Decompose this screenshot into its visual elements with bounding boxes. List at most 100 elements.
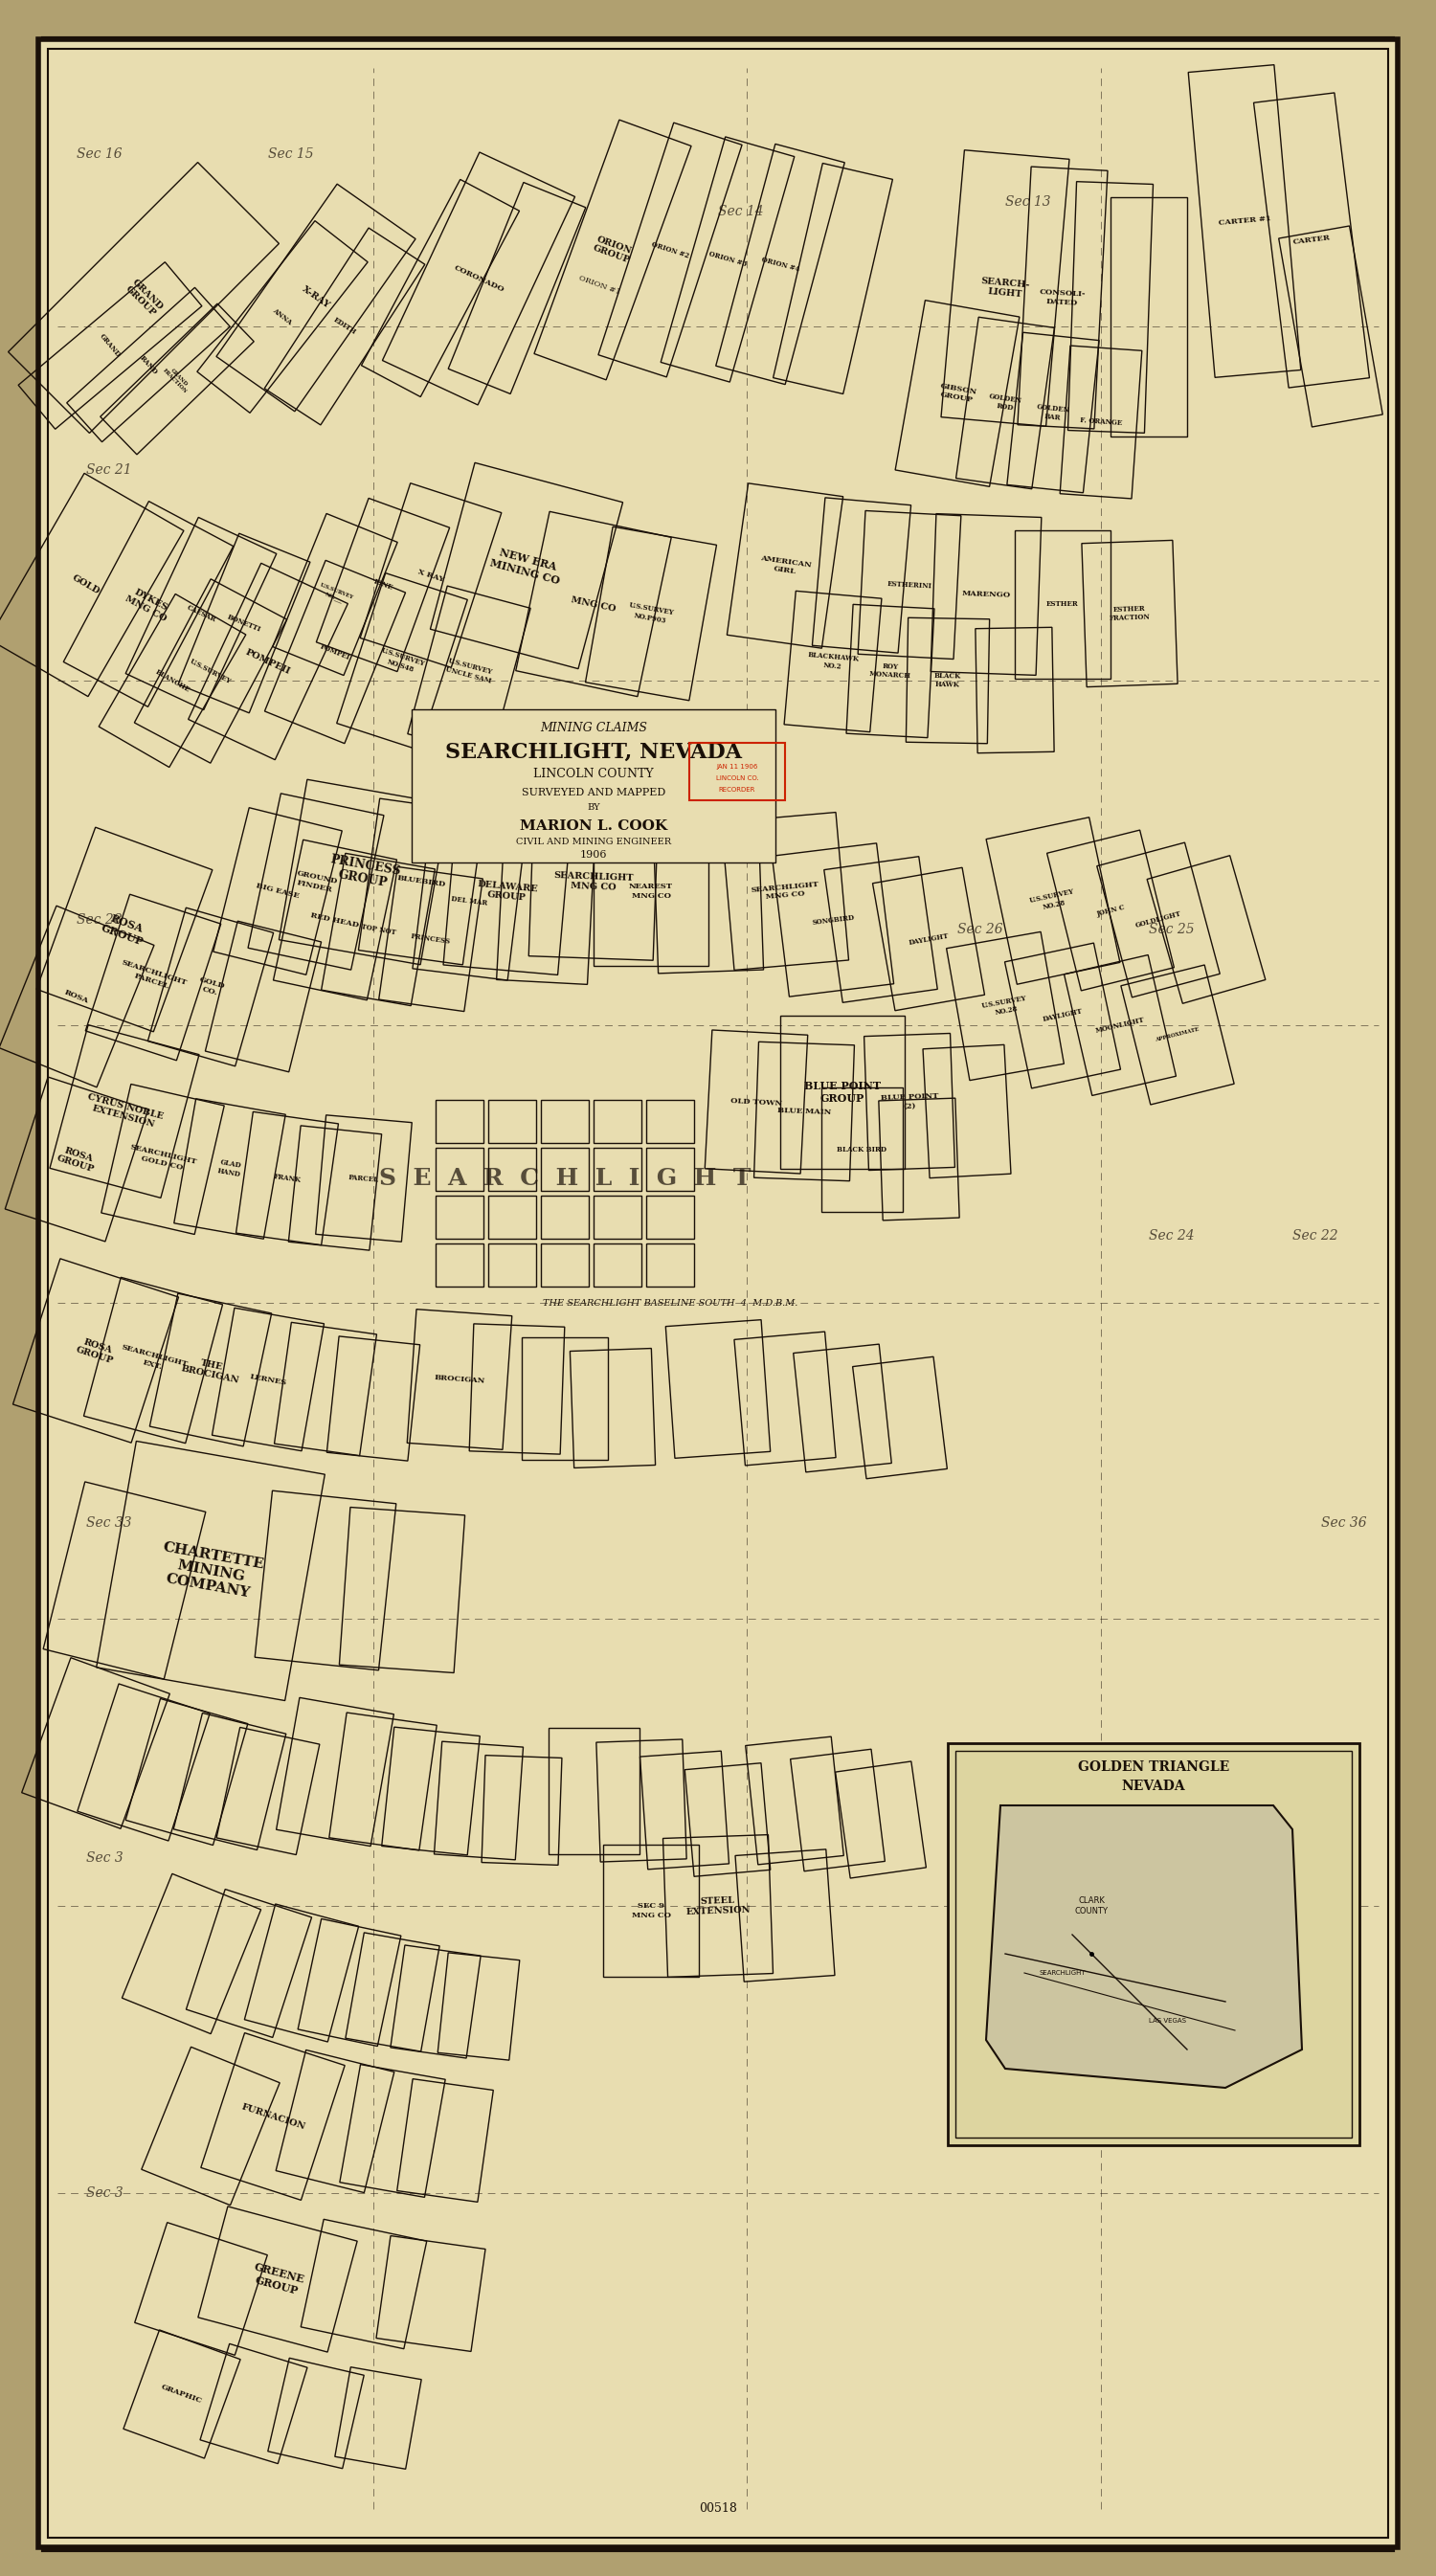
Text: SEARCHLIGHT, NEVADA: SEARCHLIGHT, NEVADA (445, 742, 742, 762)
Text: ROY
MONARCH: ROY MONARCH (869, 662, 912, 680)
Text: LAS VEGAS: LAS VEGAS (1149, 2017, 1186, 2025)
Text: MOONLIGHT: MOONLIGHT (1094, 1015, 1146, 1036)
Text: DYKES
MNG CO: DYKES MNG CO (123, 585, 172, 623)
Text: AMERICAN
GIRL: AMERICAN GIRL (758, 554, 811, 577)
Text: SEARCHLIGHT
EXT.: SEARCHLIGHT EXT. (118, 1345, 188, 1378)
Text: ORION
GROUP: ORION GROUP (592, 234, 635, 265)
Text: THE
BROCIGAN: THE BROCIGAN (180, 1355, 241, 1386)
Text: MARENGO: MARENGO (962, 590, 1011, 600)
Text: ROSA
GROUP: ROSA GROUP (75, 1337, 118, 1365)
Text: Sec 3: Sec 3 (86, 1852, 123, 1865)
Text: SEC 9
MNG CO: SEC 9 MNG CO (632, 1904, 671, 1919)
Text: MARION L. COOK: MARION L. COOK (520, 819, 668, 832)
Text: CARTER: CARTER (1292, 234, 1331, 247)
Text: DEL MAR: DEL MAR (451, 894, 488, 907)
Text: SEARCHLIGHT
GOLD CO: SEARCHLIGHT GOLD CO (128, 1144, 198, 1175)
Text: PARCEL: PARCEL (348, 1172, 379, 1182)
Text: SEARCHLIGHT
MNG CO: SEARCHLIGHT MNG CO (553, 871, 633, 891)
Bar (955, 1752, 1351, 2138)
Text: S  E  A  R  C  H  L  I  G  H  T: S E A R C H L I G H T (379, 1167, 751, 1190)
Text: BLACK
HAWK: BLACK HAWK (935, 672, 961, 690)
Text: U.S.SURVEY
NO.___: U.S.SURVEY NO.___ (316, 582, 353, 605)
Text: RAND: RAND (138, 353, 159, 376)
Text: THE SEARCHLIGHT BASELINE SOUTH  4  M.D.B.M.: THE SEARCHLIGHT BASELINE SOUTH 4 M.D.B.M… (543, 1298, 797, 1306)
Text: BONETTI: BONETTI (225, 613, 263, 634)
Text: GOLDLIGHT: GOLDLIGHT (1134, 909, 1182, 930)
Text: Sec 21: Sec 21 (86, 464, 132, 477)
Text: LINCOLN CO.: LINCOLN CO. (715, 775, 758, 781)
Text: CIVIL AND MINING ENGINEER: CIVIL AND MINING ENGINEER (516, 837, 671, 845)
Text: Sec 15: Sec 15 (269, 147, 313, 160)
Text: ORION #1: ORION #1 (579, 273, 622, 296)
Text: Sec 14: Sec 14 (718, 206, 764, 219)
Text: ESTHERINI: ESTHERINI (887, 580, 932, 590)
Text: GRAND: GRAND (98, 332, 122, 358)
Text: ANNA: ANNA (271, 307, 293, 327)
Text: BIG EASE: BIG EASE (256, 881, 300, 899)
Text: FURNACION: FURNACION (240, 2102, 306, 2130)
Text: U.S.SURVEY
UNCLE SAM: U.S.SURVEY UNCLE SAM (444, 657, 494, 685)
Text: FRANK: FRANK (273, 1172, 302, 1185)
Text: CYRUS NOBLE
EXTENSION: CYRUS NOBLE EXTENSION (85, 1092, 165, 1131)
Text: ROSA
GROUP: ROSA GROUP (99, 912, 149, 948)
Text: JAN 11 1906: JAN 11 1906 (717, 765, 758, 770)
Text: X RAY: X RAY (416, 567, 445, 582)
Text: GOLD: GOLD (70, 574, 102, 595)
Text: ORION #2: ORION #2 (651, 240, 689, 260)
Text: Sec 36: Sec 36 (1321, 1517, 1367, 1530)
Text: F. ORANGE: F. ORANGE (1080, 417, 1123, 428)
Text: POMPEI: POMPEI (319, 641, 352, 662)
Text: IONE: IONE (372, 577, 393, 592)
Text: GOLDEN
ROD: GOLDEN ROD (988, 392, 1022, 415)
Text: GOLDEN
BAR: GOLDEN BAR (1035, 402, 1070, 422)
Text: Sec 33: Sec 33 (86, 1517, 132, 1530)
Text: SEARCH-
LIGHT: SEARCH- LIGHT (979, 276, 1031, 299)
Text: EDITH: EDITH (332, 317, 358, 337)
Text: ROSA
GROUP: ROSA GROUP (55, 1144, 98, 1175)
Text: GRAPHIC: GRAPHIC (161, 2383, 204, 2406)
Text: NEAREST
MNG CO: NEAREST MNG CO (629, 884, 673, 899)
Text: BROCIGAN: BROCIGAN (434, 1373, 485, 1386)
Text: MNG CO: MNG CO (570, 595, 616, 613)
Text: CLARK
COUNTY: CLARK COUNTY (1074, 1896, 1109, 1914)
Text: Sec 13: Sec 13 (1005, 196, 1051, 209)
Text: CHARTETTE
MINING
COMPANY: CHARTETTE MINING COMPANY (157, 1540, 266, 1602)
Text: GRAND
FRACTION: GRAND FRACTION (162, 363, 192, 394)
Text: ORION #3: ORION #3 (708, 250, 747, 268)
Polygon shape (987, 1806, 1302, 2087)
Bar (689, 742, 785, 801)
Text: APPROXIMATE: APPROXIMATE (1155, 1028, 1200, 1043)
Text: SEARCHLIGHT
PARCEL: SEARCHLIGHT PARCEL (118, 958, 188, 997)
Text: LERNES: LERNES (248, 1373, 287, 1386)
Text: GREENE
GROUP: GREENE GROUP (250, 2262, 306, 2298)
Text: BLUE MAIN: BLUE MAIN (777, 1108, 831, 1115)
Text: CONSOLI-
DATED: CONSOLI- DATED (1040, 289, 1086, 307)
Text: PRINCESS
GROUP: PRINCESS GROUP (326, 853, 401, 891)
Text: BLACK BIRD: BLACK BIRD (837, 1146, 886, 1154)
Bar (948, 1744, 1360, 2146)
Text: U.S.SURVEY
NO.P903: U.S.SURVEY NO.P903 (628, 603, 675, 626)
Text: Sec 24: Sec 24 (1149, 1229, 1195, 1242)
Text: LINCOLN COUNTY: LINCOLN COUNTY (533, 768, 653, 781)
Text: ORION #4: ORION #4 (760, 255, 800, 273)
Text: Sec 22: Sec 22 (1292, 1229, 1338, 1242)
Text: ESTHER
FRACTION: ESTHER FRACTION (1109, 605, 1150, 623)
Text: BLUEBIRD: BLUEBIRD (396, 873, 447, 889)
Text: GRAND
GROUP: GRAND GROUP (123, 278, 164, 319)
Text: ESTHER: ESTHER (1047, 600, 1078, 608)
Text: U.S.SURVEY
NO.28: U.S.SURVEY NO.28 (1030, 889, 1077, 914)
Text: DAYLIGHT: DAYLIGHT (1043, 1007, 1083, 1023)
Text: NEVADA: NEVADA (1122, 1780, 1186, 1793)
Text: BLACKHAWK
NO.2: BLACKHAWK NO.2 (807, 652, 859, 672)
Text: BY: BY (587, 804, 600, 811)
Text: SEARCHLIGHT
MNG CO: SEARCHLIGHT MNG CO (750, 881, 820, 902)
Text: GLAD
HAND: GLAD HAND (217, 1159, 243, 1180)
Text: Sec 26: Sec 26 (958, 922, 1002, 935)
Text: U.S.SURVEY: U.S.SURVEY (188, 657, 233, 685)
Text: Sec 16: Sec 16 (76, 147, 122, 160)
Text: DELAWARE
GROUP: DELAWARE GROUP (477, 878, 538, 904)
Text: PRINCESS: PRINCESS (411, 933, 451, 945)
Text: ROSA: ROSA (63, 989, 90, 1005)
Text: CARTER #1: CARTER #1 (1218, 214, 1271, 227)
Text: RED HEAD: RED HEAD (310, 912, 360, 930)
